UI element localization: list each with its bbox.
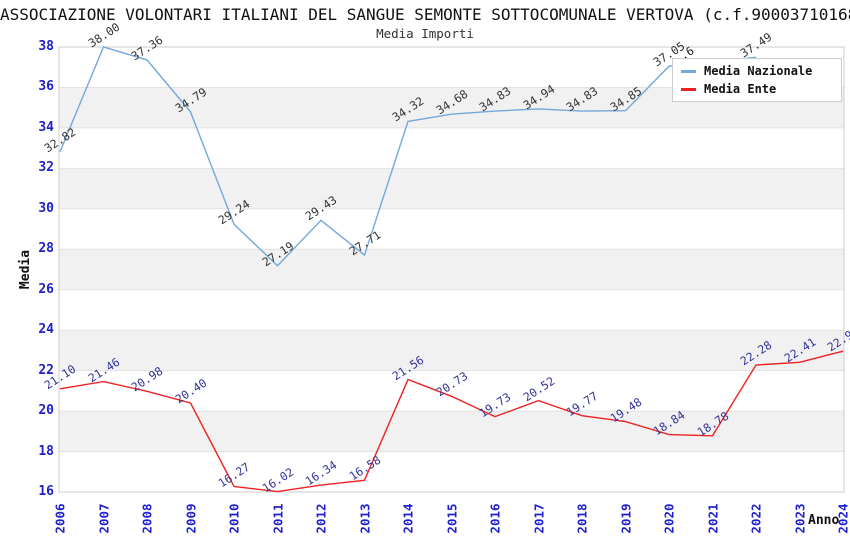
y-tick-label: 16 bbox=[38, 484, 54, 499]
x-tick-label: 2019 bbox=[618, 503, 633, 534]
x-tick-label: 2009 bbox=[183, 503, 198, 534]
x-tick-label: 2018 bbox=[574, 503, 590, 534]
legend-label: Media Ente bbox=[704, 82, 777, 96]
x-tick-label: 2023 bbox=[792, 503, 807, 534]
y-tick-label: 22 bbox=[38, 362, 54, 378]
y-tick-label: 30 bbox=[38, 200, 54, 216]
x-tick-label: 2016 bbox=[487, 503, 503, 534]
y-tick-label: 34 bbox=[38, 119, 54, 135]
y-tick-label: 26 bbox=[38, 281, 54, 297]
y-tick-label: 32 bbox=[38, 160, 54, 176]
x-tick-label: 2012 bbox=[313, 503, 329, 534]
y-tick-label: 20 bbox=[38, 403, 54, 419]
x-tick-label: 2011 bbox=[270, 503, 285, 534]
y-tick-label: 36 bbox=[38, 79, 54, 95]
x-tick-label: 2017 bbox=[531, 503, 546, 534]
chart-subtitle: Media Importi bbox=[376, 26, 474, 41]
chart-title: ASSOCIAZIONE VOLONTARI ITALIANI DEL SANG… bbox=[0, 5, 850, 24]
media-ente-line bbox=[59, 350, 844, 493]
y-tick-label: 38 bbox=[38, 39, 54, 54]
y-tick-label: 18 bbox=[38, 443, 54, 459]
media-ente-swatch-icon bbox=[681, 87, 696, 91]
x-tick-label: 2008 bbox=[139, 503, 155, 534]
y-tick-label: 28 bbox=[38, 241, 54, 257]
legend-label: Media Nazionale bbox=[704, 64, 813, 78]
x-tick-label: 2006 bbox=[52, 503, 68, 534]
legend-item-media-ente: Media Ente bbox=[681, 82, 841, 96]
y-tick-label: 24 bbox=[38, 322, 54, 338]
legend: Media Nazionale Media Ente bbox=[672, 58, 842, 102]
x-axis-title: Anno bbox=[808, 513, 840, 528]
x-tick-label: 2014 bbox=[400, 503, 416, 534]
media-nazionale-swatch-icon bbox=[681, 69, 696, 73]
x-tick-label: 2020 bbox=[661, 503, 677, 534]
x-tick-label: 2021 bbox=[705, 503, 720, 534]
x-tick-label: 2022 bbox=[748, 503, 764, 534]
x-tick-label: 2013 bbox=[357, 503, 372, 534]
x-tick-label: 2015 bbox=[444, 503, 459, 534]
x-tick-label: 2010 bbox=[226, 503, 242, 534]
legend-item-media-nazionale: Media Nazionale bbox=[681, 64, 841, 78]
media-nazionale-line bbox=[59, 46, 757, 267]
x-tick-label: 2007 bbox=[96, 503, 111, 534]
